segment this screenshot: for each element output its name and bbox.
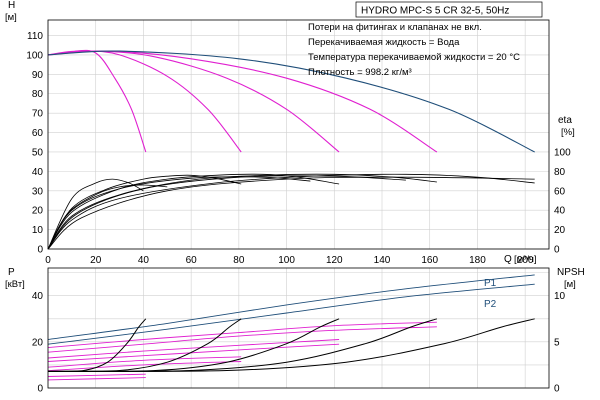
power-curve xyxy=(47,321,437,349)
head-tick-label: 60 xyxy=(32,128,44,139)
power-curve xyxy=(47,377,146,381)
head-tick-label: 40 xyxy=(32,167,44,178)
eta-tick-label: 20 xyxy=(554,225,566,236)
head-tick-label: 110 xyxy=(27,31,43,42)
power-curve xyxy=(47,373,146,377)
power-tick-label: 20 xyxy=(32,337,44,348)
flow-axis-unit: [м³/ч] xyxy=(514,254,537,265)
eta-tick-label: 80 xyxy=(554,167,566,178)
note-liquid: Перекачиваемая жидкость = Вода xyxy=(308,37,460,48)
x-tick-label: 120 xyxy=(326,255,343,266)
eta-tick-label: 40 xyxy=(554,206,566,217)
eta-tick-label: 100 xyxy=(554,147,571,158)
head-tick-label: 10 xyxy=(32,225,44,236)
head-curve xyxy=(47,50,340,153)
npsh-tick-label: 5 xyxy=(554,337,560,348)
power-axis-label: P xyxy=(8,267,15,278)
x-tick-label: 80 xyxy=(233,255,245,266)
power-curve xyxy=(47,339,340,359)
power-curve xyxy=(47,361,242,372)
npsh-axis-label: NPSH xyxy=(557,267,585,278)
note-temperature: Температура перекачиваемой жидкости = 20… xyxy=(308,52,520,63)
head-axis-label: H xyxy=(8,0,15,11)
tick-labels: 0 20 40 60 80 100 120 140 160 180 2000102030405060… xyxy=(26,31,571,394)
efficiency-curve xyxy=(47,176,535,250)
chart-title: HYDRO MPC-S 5 CR 32-5, 50Hz xyxy=(361,6,509,17)
power-curve xyxy=(47,356,242,368)
head-tick-label: 90 xyxy=(32,70,44,81)
x-tick-label: 40 xyxy=(138,255,150,266)
efficiency-curve xyxy=(47,184,168,250)
npsh-tick-label: 10 xyxy=(554,291,566,302)
head-tick-label: 100 xyxy=(26,50,43,61)
power-curve xyxy=(47,283,535,345)
note-fittings: Потери на фитингах и клапанах не вкл. xyxy=(308,22,482,33)
plot-frames xyxy=(47,19,550,389)
npsh-curve xyxy=(47,318,147,372)
x-tick-label: 160 xyxy=(421,255,438,266)
npsh-curve xyxy=(47,318,535,372)
eta-tick-label: 0 xyxy=(554,245,560,256)
eta-tick-label: 60 xyxy=(554,186,566,197)
power-curve xyxy=(47,326,437,353)
grid-lines xyxy=(47,20,549,389)
eta-axis-label: eta xyxy=(558,115,572,126)
npsh-tick-label: 0 xyxy=(554,384,560,395)
efficiency-curve xyxy=(47,173,535,250)
x-tick-label: 140 xyxy=(374,255,391,266)
power-curve xyxy=(47,274,535,340)
power-tick-label: 0 xyxy=(37,384,43,395)
power-curve xyxy=(47,343,340,362)
x-tick-label: 20 xyxy=(90,255,102,266)
series-label-p1: P1 xyxy=(484,278,497,289)
efficiency-curve xyxy=(47,178,144,250)
head-tick-label: 20 xyxy=(32,206,44,217)
lower-plot-frame xyxy=(47,267,550,389)
upper-plot-frame xyxy=(47,19,550,250)
title-box xyxy=(355,1,543,18)
npsh-axis-unit: [м] xyxy=(564,279,576,290)
efficiency-curve xyxy=(47,173,437,250)
power-tick-label: 40 xyxy=(32,291,44,302)
x-tick-label: 200 xyxy=(517,255,534,266)
efficiency-curve xyxy=(47,176,311,250)
flow-axis-label: Q xyxy=(504,254,512,265)
head-tick-label: 50 xyxy=(32,147,44,158)
note-density: Плотность = 998.2 кг/м³ xyxy=(308,67,412,78)
head-curve xyxy=(47,50,242,153)
head-curve xyxy=(47,50,535,153)
head-tick-label: 30 xyxy=(32,186,44,197)
eta-axis-unit: [%] xyxy=(561,127,575,138)
head-axis-unit: [м] xyxy=(5,12,17,23)
series-label-p2: P2 xyxy=(484,299,497,310)
head-tick-label: 80 xyxy=(32,89,44,100)
power-axis-unit: [кВт] xyxy=(5,279,25,290)
curve-lines xyxy=(47,49,535,381)
head-tick-label: 70 xyxy=(32,109,44,120)
x-tick-label: 100 xyxy=(278,255,295,266)
x-tick-label: 180 xyxy=(469,255,486,266)
x-tick-label: 60 xyxy=(186,255,198,266)
head-curve xyxy=(47,49,147,153)
x-tick-label: 0 xyxy=(45,255,51,266)
head-tick-label: 0 xyxy=(37,245,43,256)
efficiency-curve xyxy=(47,175,406,250)
